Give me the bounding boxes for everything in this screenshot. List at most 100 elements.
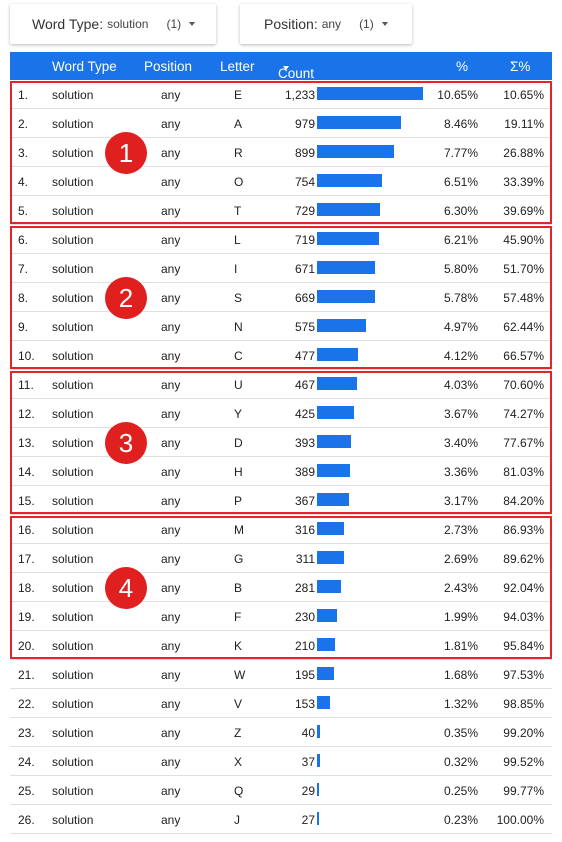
- table-row[interactable]: 9. solution any N 575 4.97% 62.44%: [10, 312, 552, 341]
- row-percent: 0.25%: [443, 784, 478, 798]
- row-letter: U: [234, 378, 243, 392]
- count-bar: [317, 667, 334, 680]
- row-index: 19.: [18, 610, 35, 624]
- count-bar: [317, 783, 319, 796]
- word-type-filter-value: solution: [107, 17, 149, 31]
- count-bar: [317, 638, 335, 651]
- row-cumulative-percent: 92.04%: [503, 581, 544, 595]
- row-count: 979: [294, 117, 315, 131]
- count-bar: [317, 174, 382, 187]
- annotation-number-badge: 3: [105, 422, 147, 464]
- table-row[interactable]: 1. solution any E 1,233 10.65% 10.65%: [10, 80, 552, 109]
- table-row[interactable]: 17. solution any G 311 2.69% 89.62%: [10, 544, 552, 573]
- table-row[interactable]: 11. solution any U 467 4.03% 70.60%: [10, 370, 552, 399]
- row-word-type: solution: [52, 494, 94, 508]
- table-row[interactable]: 3. solution any R 899 7.77% 26.88%: [10, 138, 552, 167]
- row-position: any: [161, 668, 181, 682]
- position-filter-count: (1): [359, 17, 374, 31]
- row-letter: F: [234, 610, 242, 624]
- table-row[interactable]: 16. solution any M 316 2.73% 86.93%: [10, 515, 552, 544]
- table-row[interactable]: 25. solution any Q 29 0.25% 99.77%: [10, 776, 552, 805]
- row-letter: P: [234, 494, 243, 508]
- row-cumulative-percent: 33.39%: [503, 175, 544, 189]
- row-count: 477: [294, 349, 315, 363]
- count-bar: [317, 493, 349, 506]
- table-row[interactable]: 15. solution any P 367 3.17% 84.20%: [10, 486, 552, 515]
- row-letter: J: [234, 813, 240, 827]
- table-row[interactable]: 12. solution any Y 425 3.67% 74.27%: [10, 399, 552, 428]
- header-percent[interactable]: %: [456, 59, 469, 74]
- header-position[interactable]: Position: [144, 59, 193, 74]
- table-row[interactable]: 22. solution any V 153 1.32% 98.85%: [10, 689, 552, 718]
- count-bar: [317, 116, 401, 129]
- table-row[interactable]: 10. solution any C 477 4.12% 66.57%: [10, 341, 552, 370]
- table-row[interactable]: 2. solution any A 979 8.46% 19.11%: [10, 109, 552, 138]
- row-percent: 2.73%: [443, 523, 478, 537]
- row-cumulative-percent: 26.88%: [503, 146, 544, 160]
- row-index: 4.: [18, 175, 29, 189]
- header-word-type[interactable]: Word Type: [52, 59, 117, 74]
- position-filter[interactable]: Position: any (1): [240, 4, 412, 44]
- header-letter[interactable]: Letter: [220, 59, 255, 74]
- row-index: 7.: [18, 262, 29, 276]
- row-percent: 4.03%: [443, 378, 478, 392]
- annotation-number-badge: 1: [105, 132, 147, 174]
- row-percent: 1.81%: [443, 639, 478, 653]
- count-bar: [317, 406, 354, 419]
- row-position: any: [161, 320, 181, 334]
- table-row[interactable]: 26. solution any J 27 0.23% 100.00%: [10, 805, 552, 834]
- table-row[interactable]: 18. solution any B 281 2.43% 92.04%: [10, 573, 552, 602]
- row-count: 575: [294, 320, 315, 334]
- row-word-type: solution: [52, 581, 94, 595]
- row-letter: O: [234, 175, 244, 189]
- row-cumulative-percent: 74.27%: [503, 407, 544, 421]
- row-position: any: [161, 755, 181, 769]
- row-count: 153: [294, 697, 315, 711]
- table-row[interactable]: 8. solution any S 669 5.78% 57.48%: [10, 283, 552, 312]
- word-type-filter[interactable]: Word Type: solution (1): [10, 4, 216, 44]
- row-letter: T: [234, 204, 242, 218]
- row-percent: 6.30%: [443, 204, 478, 218]
- row-cumulative-percent: 19.11%: [504, 117, 544, 131]
- row-word-type: solution: [52, 552, 94, 566]
- count-bar: [317, 435, 351, 448]
- row-letter: N: [234, 320, 243, 334]
- row-percent: 0.23%: [443, 813, 478, 827]
- table-row[interactable]: 23. solution any Z 40 0.35% 99.20%: [10, 718, 552, 747]
- row-cumulative-percent: 62.44%: [503, 320, 544, 334]
- row-count: 393: [294, 436, 315, 450]
- row-cumulative-percent: 99.52%: [503, 755, 544, 769]
- row-index: 20.: [18, 639, 35, 653]
- table-row[interactable]: 13. solution any D 393 3.40% 77.67%: [10, 428, 552, 457]
- row-position: any: [161, 233, 181, 247]
- table-row[interactable]: 5. solution any T 729 6.30% 39.69%: [10, 196, 552, 225]
- annotation-number-badge: 2: [105, 277, 147, 319]
- row-index: 1.: [18, 88, 29, 102]
- count-bar: [317, 290, 375, 303]
- row-position: any: [161, 523, 181, 537]
- count-bar: [317, 87, 423, 100]
- table-row[interactable]: 7. solution any I 671 5.80% 51.70%: [10, 254, 552, 283]
- row-word-type: solution: [52, 668, 94, 682]
- row-count: 316: [294, 523, 315, 537]
- row-count: 899: [294, 146, 315, 160]
- row-position: any: [161, 146, 181, 160]
- row-position: any: [161, 813, 181, 827]
- table-row[interactable]: 19. solution any F 230 1.99% 94.03%: [10, 602, 552, 631]
- row-count: 27: [301, 813, 315, 827]
- row-index: 14.: [18, 465, 35, 479]
- count-bar: [317, 754, 320, 767]
- table-row[interactable]: 14. solution any H 389 3.36% 81.03%: [10, 457, 552, 486]
- row-percent: 2.43%: [443, 581, 478, 595]
- row-index: 11.: [18, 378, 34, 392]
- row-word-type: solution: [52, 378, 94, 392]
- row-percent: 0.32%: [443, 755, 478, 769]
- table-row[interactable]: 20. solution any K 210 1.81% 95.84%: [10, 631, 552, 660]
- table-row[interactable]: 24. solution any X 37 0.32% 99.52%: [10, 747, 552, 776]
- row-count: 311: [295, 552, 315, 566]
- header-cumulative-percent[interactable]: Σ%: [510, 59, 531, 74]
- table-row[interactable]: 6. solution any L 719 6.21% 45.90%: [10, 225, 552, 254]
- word-type-filter-count: (1): [166, 17, 182, 31]
- table-row[interactable]: 21. solution any W 195 1.68% 97.53%: [10, 660, 552, 689]
- table-row[interactable]: 4. solution any O 754 6.51% 33.39%: [10, 167, 552, 196]
